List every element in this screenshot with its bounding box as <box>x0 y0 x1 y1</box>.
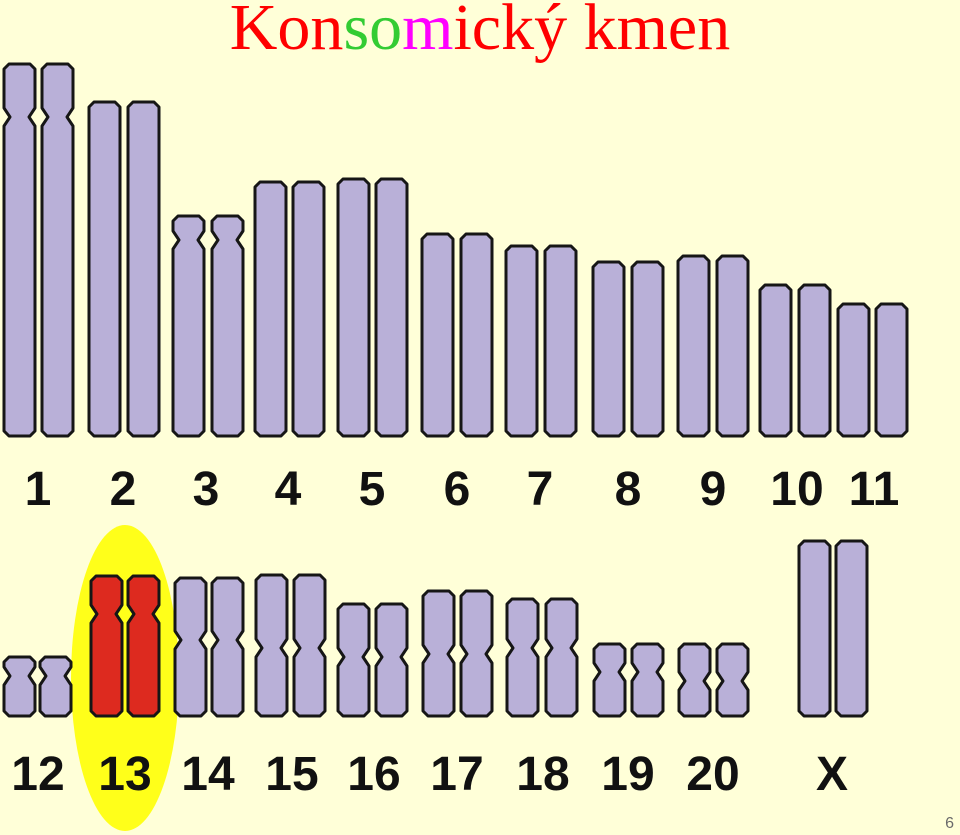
chromosome-x-a <box>797 539 832 718</box>
chromosome-label-2: 2 <box>110 463 137 516</box>
chromosome-16-a <box>336 602 371 718</box>
title-part-4: ický kmen <box>453 0 731 64</box>
chromosome-11-b <box>874 302 909 438</box>
chromosome-label-16: 16 <box>347 748 400 801</box>
slide-number: 6 <box>945 815 954 832</box>
chromosome-5-b <box>374 177 409 438</box>
chromosome-label-11: 11 <box>849 463 900 516</box>
chromosome-label-9: 9 <box>700 463 727 516</box>
chromosome-label-8: 8 <box>615 463 642 516</box>
chromosome-15-a <box>254 573 289 718</box>
chromosome-pair-20 <box>677 642 750 718</box>
chromosome-pair-13 <box>89 574 161 718</box>
chromosome-11-a <box>836 302 871 438</box>
chromosome-pair-6 <box>420 232 494 438</box>
chromosome-pair-5 <box>336 177 409 438</box>
chromosome-pair-14 <box>173 576 245 718</box>
chromosome-label-1: 1 <box>25 463 52 516</box>
chromosome-2-b <box>126 100 161 438</box>
chromosome-label-20: 20 <box>686 748 739 801</box>
chromosome-label-7: 7 <box>527 463 554 516</box>
chromosome-13-a <box>89 574 124 718</box>
chromosome-pair-3 <box>171 214 245 438</box>
chromosome-8-a <box>591 260 626 438</box>
chromosome-12-b <box>38 655 73 718</box>
chromosome-4-a <box>253 180 288 438</box>
chromosome-label-10: 10 <box>770 463 823 516</box>
chromosome-17-b <box>459 589 494 718</box>
chromosome-pair-11 <box>836 302 909 438</box>
chromosome-pair-16 <box>336 602 409 718</box>
chromosome-pair-4 <box>253 180 326 438</box>
chromosome-8-b <box>630 260 665 438</box>
chromosome-pair-7 <box>504 244 578 438</box>
chromosome-19-a <box>592 642 627 718</box>
chromosome-pair-1 <box>2 62 75 438</box>
chromosome-x-b <box>834 539 869 718</box>
chromosome-pair-17 <box>421 589 494 718</box>
chromosome-pair-19 <box>592 642 665 718</box>
chromosome-pair-15 <box>254 573 327 718</box>
chromosome-4-b <box>291 180 326 438</box>
chromosome-label-17: 17 <box>430 748 483 801</box>
chromosome-6-a <box>420 232 455 438</box>
chromosome-3-a <box>171 214 206 438</box>
chromosome-label-4: 4 <box>275 463 302 516</box>
chromosome-18-a <box>505 597 540 718</box>
chromosome-1-b <box>40 62 75 438</box>
chromosome-3-b <box>210 214 245 438</box>
title-part-2: so <box>343 0 403 64</box>
chromosome-19-b <box>630 642 665 718</box>
chromosome-pair-18 <box>505 597 579 718</box>
chromosome-17-a <box>421 589 456 718</box>
chromosome-7-a <box>504 244 539 438</box>
chromosome-10-b <box>797 283 832 438</box>
chromosome-16-b <box>374 602 409 718</box>
chromosome-label-14: 14 <box>181 748 235 801</box>
chromosome-label-18: 18 <box>516 748 569 801</box>
chromosome-2-a <box>87 100 122 438</box>
title-part-1: Kon <box>229 0 344 64</box>
chromosome-label-x: X <box>816 748 848 801</box>
chromosome-pair-9 <box>676 254 750 438</box>
chromosome-label-13: 13 <box>98 748 151 801</box>
chromosome-20-a <box>677 642 712 718</box>
chromosome-18-b <box>544 597 579 718</box>
chromosome-15-b <box>292 573 327 718</box>
chromosome-pair-10 <box>758 283 832 438</box>
chromosome-12-a <box>2 655 37 718</box>
chromosome-pair-8 <box>591 260 665 438</box>
chromosome-label-12: 12 <box>11 748 64 801</box>
title-part-3: m <box>402 0 454 64</box>
chromosome-14-b <box>210 576 245 718</box>
slide-title: Konsomický kmen <box>0 0 960 68</box>
chromosome-pair-x <box>797 539 869 718</box>
chromosome-7-b <box>543 244 578 438</box>
chromosome-9-b <box>715 254 750 438</box>
chromosome-20-b <box>715 642 750 718</box>
chromosome-5-a <box>336 177 371 438</box>
chromosome-6-b <box>459 232 494 438</box>
chromosome-14-a <box>173 576 208 718</box>
chromosome-label-6: 6 <box>444 463 471 516</box>
chromosome-9-a <box>676 254 711 438</box>
chromosome-label-3: 3 <box>193 463 220 516</box>
chromosome-1-a <box>2 62 37 438</box>
chromosome-10-a <box>758 283 793 438</box>
chromosome-pair-12 <box>2 655 73 718</box>
chromosome-13-b <box>126 574 161 718</box>
chromosome-label-15: 15 <box>265 748 318 801</box>
chromosome-pair-2 <box>87 100 161 438</box>
chromosome-label-5: 5 <box>359 463 386 516</box>
chromosome-label-19: 19 <box>601 748 654 801</box>
